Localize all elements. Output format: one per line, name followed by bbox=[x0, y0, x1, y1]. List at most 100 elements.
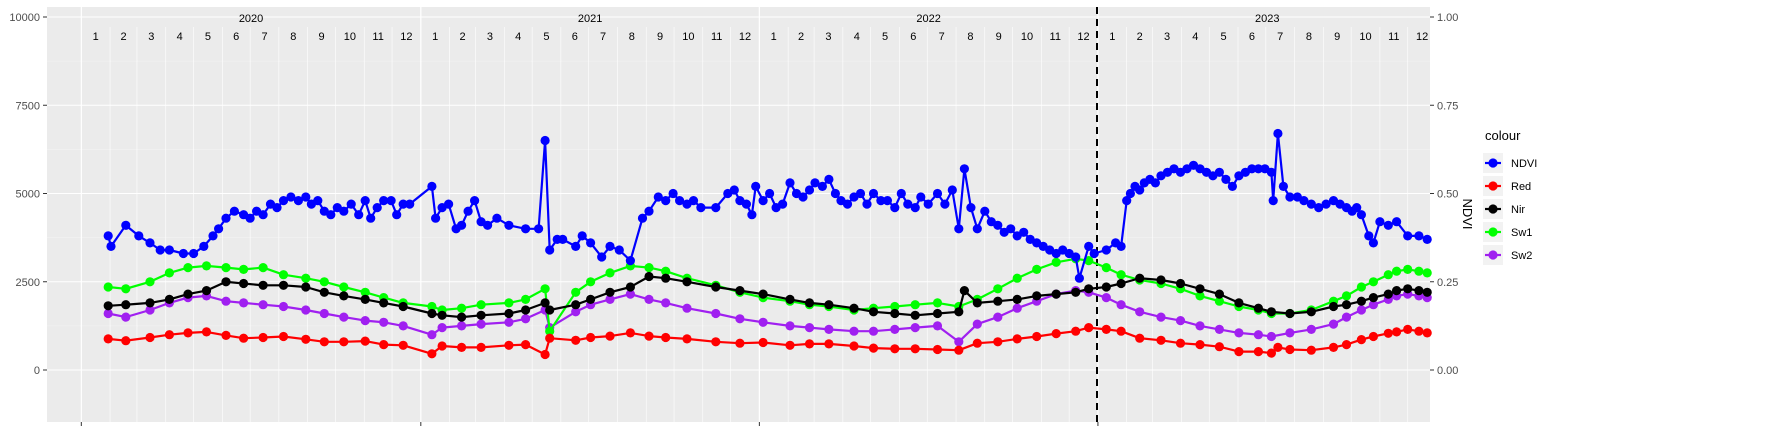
point-red bbox=[164, 330, 174, 340]
point-sw1 bbox=[1356, 282, 1366, 292]
point-nir bbox=[164, 294, 174, 304]
point-sw2 bbox=[644, 294, 654, 304]
point-red bbox=[1383, 328, 1393, 338]
point-ndvi bbox=[625, 256, 636, 266]
month-label: 10 bbox=[1021, 31, 1033, 43]
point-sw2 bbox=[758, 317, 768, 327]
point-ndvi bbox=[431, 213, 441, 223]
point-nir bbox=[1328, 301, 1339, 312]
point-sw2 bbox=[932, 321, 943, 331]
series-layer bbox=[103, 128, 1432, 360]
point-ndvi bbox=[221, 213, 231, 223]
point-sw2 bbox=[571, 307, 581, 317]
point-nir bbox=[319, 287, 329, 297]
point-sw2 bbox=[521, 314, 531, 324]
month-label: 6 bbox=[1249, 31, 1255, 43]
point-sw2 bbox=[504, 317, 514, 327]
point-red bbox=[1051, 329, 1061, 339]
point-ndvi bbox=[286, 192, 296, 202]
point-nir bbox=[339, 291, 349, 301]
point-ndvi bbox=[798, 192, 808, 202]
month-label: 3 bbox=[148, 31, 154, 43]
year-label: 2022 bbox=[916, 13, 940, 25]
point-nir bbox=[586, 294, 596, 304]
point-nir bbox=[457, 312, 467, 322]
y-tick-label: 5000 bbox=[16, 189, 40, 201]
point-nir bbox=[1285, 308, 1295, 319]
point-nir bbox=[605, 287, 615, 297]
point-ndvi bbox=[155, 245, 165, 255]
point-sw2 bbox=[1101, 293, 1111, 303]
point-sw2 bbox=[954, 337, 964, 347]
point-sw2 bbox=[103, 308, 113, 319]
point-red bbox=[258, 332, 268, 343]
point-nir bbox=[849, 303, 859, 313]
point-sw1 bbox=[301, 273, 311, 283]
month-label: 7 bbox=[600, 31, 606, 43]
point-sw1 bbox=[258, 263, 268, 273]
point-red bbox=[605, 331, 615, 341]
point-nir bbox=[1084, 284, 1094, 294]
point-red bbox=[1341, 340, 1352, 350]
point-sw2 bbox=[605, 294, 615, 304]
point-sw2 bbox=[476, 319, 486, 329]
point-red bbox=[758, 337, 768, 348]
point-sw2 bbox=[625, 289, 636, 299]
point-ndvi bbox=[326, 210, 336, 220]
point-ndvi bbox=[868, 188, 879, 199]
point-sw2 bbox=[868, 326, 879, 336]
month-label: 1 bbox=[771, 31, 777, 43]
point-sw2 bbox=[398, 321, 408, 331]
point-nir bbox=[1341, 300, 1352, 310]
point-sw2 bbox=[379, 317, 389, 327]
month-label: 12 bbox=[739, 31, 751, 43]
point-nir bbox=[758, 289, 768, 299]
point-sw1 bbox=[1195, 291, 1205, 301]
point-nir bbox=[360, 294, 370, 304]
point-sw1 bbox=[644, 263, 654, 273]
point-nir bbox=[121, 300, 131, 310]
point-ndvi bbox=[444, 199, 454, 209]
point-ndvi bbox=[972, 224, 982, 234]
point-ndvi bbox=[398, 199, 408, 209]
point-ndvi bbox=[605, 241, 615, 251]
point-red bbox=[1368, 331, 1378, 342]
point-red bbox=[1032, 331, 1042, 342]
month-label: 8 bbox=[967, 31, 973, 43]
point-ndvi bbox=[876, 196, 886, 206]
point-red bbox=[890, 344, 900, 354]
point-ndvi bbox=[366, 213, 376, 223]
point-sw1 bbox=[476, 300, 486, 310]
series-nir bbox=[103, 271, 1432, 322]
point-ndvi bbox=[103, 231, 113, 241]
point-red bbox=[1084, 323, 1094, 333]
point-sw1 bbox=[504, 298, 514, 308]
point-ndvi bbox=[842, 199, 853, 209]
legend-label: Sw2 bbox=[1511, 250, 1532, 262]
point-ndvi bbox=[1150, 178, 1160, 188]
point-sw1 bbox=[540, 284, 550, 294]
point-ndvi bbox=[882, 196, 893, 206]
point-red bbox=[1156, 335, 1166, 345]
month-label: 11 bbox=[1050, 31, 1061, 43]
month-label: 9 bbox=[1334, 31, 1340, 43]
point-ndvi bbox=[504, 220, 514, 230]
point-red bbox=[682, 334, 692, 344]
point-sw2 bbox=[1285, 328, 1295, 338]
point-sw1 bbox=[1392, 266, 1402, 276]
point-nir bbox=[258, 280, 268, 290]
point-ndvi bbox=[278, 196, 289, 206]
point-red bbox=[625, 328, 636, 338]
month-label: 8 bbox=[629, 31, 635, 43]
point-nir bbox=[824, 300, 834, 310]
y2-tick-label: 0.75 bbox=[1437, 100, 1458, 112]
point-sw2 bbox=[1012, 303, 1022, 313]
point-ndvi bbox=[1364, 231, 1374, 241]
point-sw1 bbox=[1403, 264, 1413, 274]
point-sw1 bbox=[1116, 270, 1126, 280]
point-ndvi bbox=[940, 199, 950, 209]
point-nir bbox=[427, 308, 437, 319]
point-sw1 bbox=[1341, 291, 1352, 301]
point-sw2 bbox=[1266, 331, 1276, 342]
month-label: 2 bbox=[798, 31, 804, 43]
